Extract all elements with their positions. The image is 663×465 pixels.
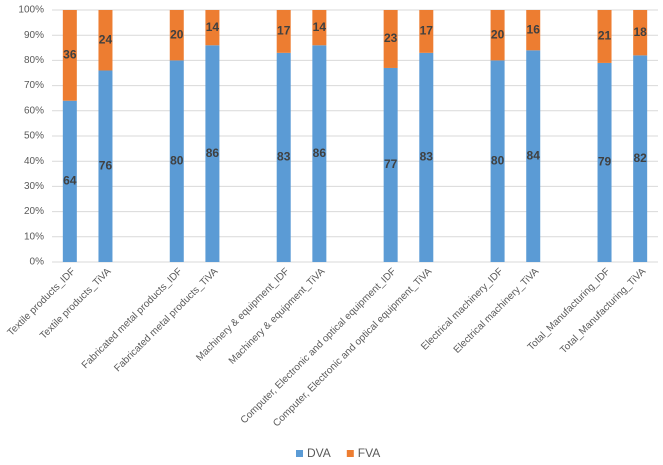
bar-segment: [312, 10, 327, 46]
y-tick-label: 0%: [30, 257, 45, 268]
value-label: 86: [313, 146, 327, 160]
value-label: 14: [206, 20, 220, 34]
bar-segment: [597, 10, 612, 63]
value-label: 76: [99, 158, 113, 172]
bar-segment: [633, 10, 648, 56]
y-tick-label: 30%: [24, 181, 44, 192]
value-label: 16: [527, 22, 541, 36]
legend-swatch: [346, 450, 354, 457]
value-label: 17: [420, 24, 434, 38]
y-tick-label: 20%: [24, 206, 44, 217]
bar-segment: [276, 10, 291, 53]
value-label: 20: [491, 27, 505, 41]
value-label: 80: [491, 153, 505, 167]
bar-segment: [419, 10, 434, 53]
value-label: 83: [277, 150, 291, 164]
y-tick-label: 40%: [24, 156, 44, 167]
value-label: 18: [633, 25, 647, 39]
bar-segment: [312, 45, 327, 262]
bar-segment: [490, 10, 505, 61]
bar-segment: [526, 50, 541, 262]
value-label: 20: [170, 27, 184, 41]
bar-segment: [169, 60, 184, 263]
bar-segment: [419, 52, 434, 263]
y-tick-label: 90%: [24, 30, 44, 41]
value-label: 24: [99, 32, 113, 46]
y-tick-label: 10%: [24, 231, 44, 242]
legend-label: FVA: [358, 446, 380, 460]
x-tick-label: Textile products_IDF: [6, 266, 78, 338]
bar-segment: [490, 60, 505, 263]
bar-segment: [383, 10, 398, 68]
value-label: 86: [206, 146, 220, 160]
value-label: 64: [63, 174, 77, 188]
legend-swatch: [296, 450, 303, 457]
bar-segment: [383, 67, 398, 263]
value-label: 14: [313, 20, 327, 34]
value-label: 23: [384, 31, 398, 45]
value-label: 36: [63, 48, 77, 62]
value-label: 80: [170, 153, 184, 167]
bar-segment: [62, 100, 77, 262]
value-label: 21: [598, 29, 612, 43]
y-tick-label: 60%: [24, 105, 44, 116]
y-tick-label: 100%: [18, 5, 44, 16]
bar-segment: [276, 52, 291, 263]
value-label: 82: [633, 151, 647, 165]
bar-segment: [169, 10, 184, 61]
bar-segment: [526, 10, 541, 51]
bar-segment: [633, 55, 648, 262]
value-label: 77: [384, 157, 398, 171]
bar-segment: [62, 10, 77, 101]
bar-segment: [205, 10, 220, 46]
y-tick-label: 50%: [24, 131, 44, 142]
legend-label: DVA: [307, 446, 331, 460]
bar-segment: [98, 10, 113, 71]
x-tick-label: Textile products_TiVA: [38, 266, 114, 342]
y-tick-label: 80%: [24, 55, 44, 66]
y-tick-label: 70%: [24, 80, 44, 91]
bar-segment: [205, 45, 220, 262]
value-label: 79: [598, 155, 612, 169]
value-label: 83: [420, 150, 434, 164]
bar-segment: [98, 70, 113, 262]
bar-segment: [597, 62, 612, 262]
value-label: 84: [527, 148, 541, 162]
value-label: 17: [277, 24, 291, 38]
